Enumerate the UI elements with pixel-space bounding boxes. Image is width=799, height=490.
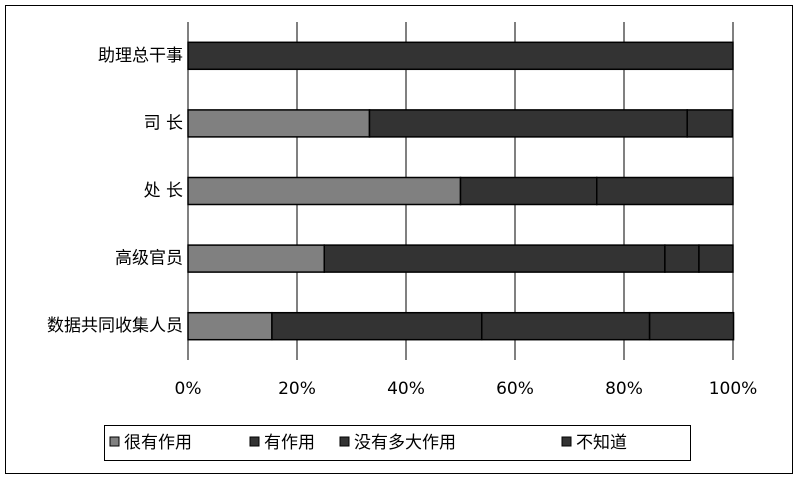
x-tick-label: 0% bbox=[175, 379, 202, 399]
x-tick-label: 40% bbox=[387, 379, 425, 399]
legend-label: 不知道 bbox=[576, 433, 627, 453]
y-tick-label: 助理总干事 bbox=[98, 46, 183, 66]
bar-segment bbox=[481, 311, 651, 341]
chart-border bbox=[5, 5, 793, 474]
bar-segment bbox=[664, 244, 700, 273]
bar-segment bbox=[368, 109, 688, 138]
y-tick-label: 数据共同收集人员 bbox=[47, 316, 183, 336]
x-tick-label: 80% bbox=[605, 379, 643, 399]
legend-swatch bbox=[109, 436, 120, 447]
bar-segment bbox=[459, 176, 598, 206]
bar-segment bbox=[187, 41, 734, 71]
x-tick-label: 100% bbox=[709, 379, 758, 399]
legend-box bbox=[104, 425, 691, 461]
bar-segment bbox=[698, 244, 734, 273]
bar-segment bbox=[271, 311, 483, 341]
x-tick-label: 60% bbox=[496, 379, 534, 399]
bar-segment bbox=[323, 244, 666, 273]
bar-segment bbox=[187, 311, 273, 341]
y-tick-label: 处 长 bbox=[144, 181, 183, 201]
bar-segment bbox=[596, 176, 734, 206]
y-tick-label: 高级官员 bbox=[115, 249, 183, 269]
legend-swatch bbox=[561, 436, 572, 447]
legend-label: 很有作用 bbox=[124, 433, 192, 453]
legend-swatch bbox=[339, 436, 350, 447]
bar-segment bbox=[187, 176, 462, 206]
x-tick-label: 20% bbox=[278, 379, 316, 399]
legend-swatch bbox=[249, 436, 260, 447]
bar-segment bbox=[686, 109, 734, 138]
bar-segment bbox=[648, 311, 735, 341]
y-tick-label: 司 长 bbox=[144, 113, 183, 133]
legend-label: 有作用 bbox=[264, 433, 315, 453]
bar-segment bbox=[187, 244, 325, 273]
legend-label: 没有多大作用 bbox=[354, 433, 456, 453]
bar-segment bbox=[187, 109, 371, 138]
